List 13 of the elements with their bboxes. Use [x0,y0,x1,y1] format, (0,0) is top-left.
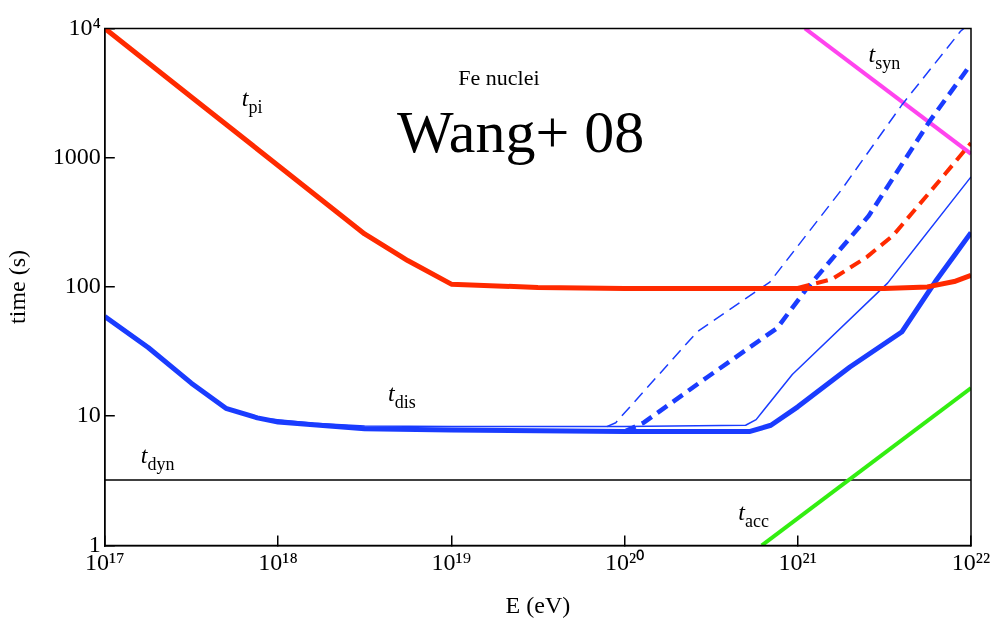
y-tick-label: 10 [76,401,101,428]
x-tick-label: 10¹⁹ [431,549,472,576]
annotation: Fe nuclei [458,65,540,91]
y-tick-label: 100 [64,272,101,299]
x-tick-label: 10²¹ [778,549,817,576]
x-tick-label: 10¹⁸ [258,549,298,576]
x-tick-label: 10²⁰ [604,549,645,576]
x-tick-label: 10²² [951,549,991,576]
annotation: Wang+ 08 [396,99,645,166]
y-tick-label: 1000 [52,142,101,169]
y-tick-label: 10⁴ [68,13,101,40]
x-axis-title: E (eV) [505,591,571,618]
y-axis-title: time (s) [3,249,30,324]
